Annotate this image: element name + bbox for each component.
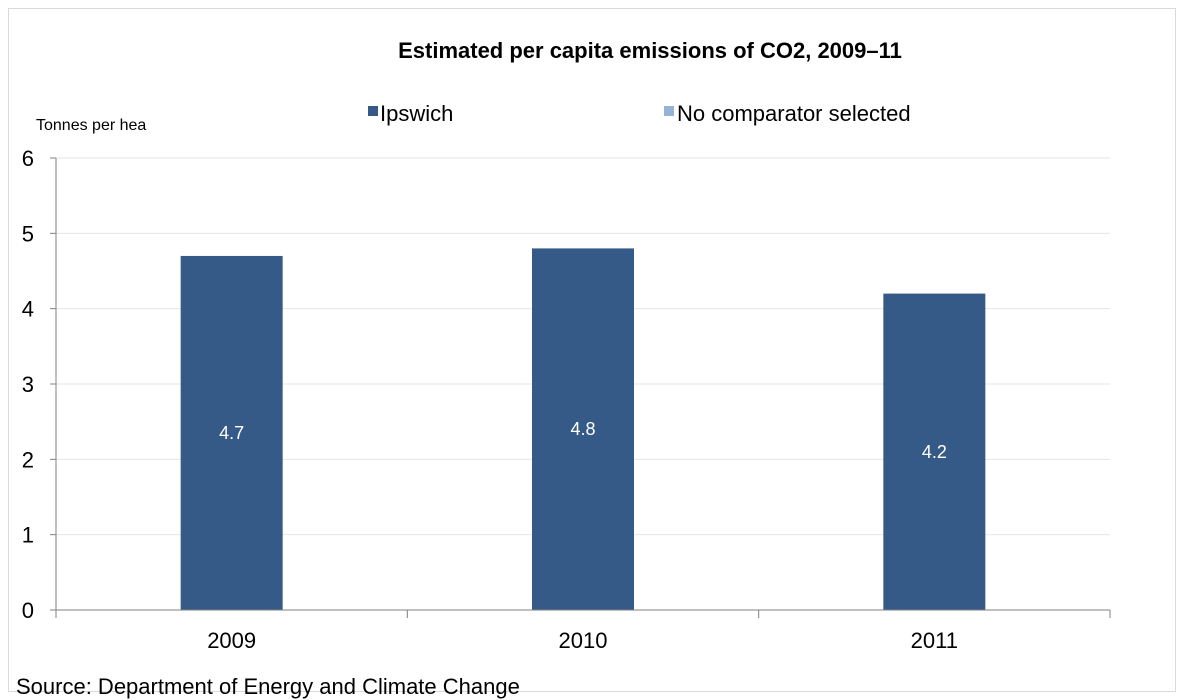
legend-label-no-comparator: No comparator selected [677, 101, 911, 126]
bar-2009 [180, 255, 283, 610]
y-tick-label-3: 3 [22, 372, 34, 397]
y-tick-label-5: 5 [22, 221, 34, 246]
bar-2011 [883, 293, 986, 610]
y-tick-label-6: 6 [22, 146, 34, 171]
chart-title: Estimated per capita emissions of CO2, 2… [398, 38, 902, 63]
data-label-2009: 4.7 [219, 423, 244, 443]
y-tick-label-0: 0 [22, 598, 34, 623]
x-tick-label-2010: 2010 [559, 628, 608, 653]
y-tick-label-4: 4 [22, 297, 34, 322]
bars [180, 248, 986, 610]
legend: Ipswich No comparator selected [368, 101, 911, 126]
y-axis-ticks: 0 1 2 3 4 5 6 [22, 146, 57, 623]
y-tick-label-2: 2 [22, 447, 34, 472]
y-tick-label-1: 1 [22, 523, 34, 548]
y-unit-label: Tonnes per hea [36, 117, 146, 134]
source-note: Source: Department of Energy and Climate… [16, 674, 520, 699]
data-label-2011: 4.2 [922, 442, 947, 462]
legend-label-ipswich: Ipswich [380, 101, 453, 126]
data-label-2010: 4.8 [570, 419, 595, 439]
x-tick-label-2009: 2009 [207, 628, 256, 653]
legend-swatch-ipswich [368, 106, 378, 116]
bar-2010 [532, 248, 634, 610]
data-labels: 4.7 4.8 4.2 [219, 419, 947, 462]
x-tick-label-2011: 2011 [911, 628, 958, 653]
x-axis-ticks: 2009 2010 2011 [55, 610, 1111, 653]
legend-swatch-no-comparator [664, 106, 674, 116]
